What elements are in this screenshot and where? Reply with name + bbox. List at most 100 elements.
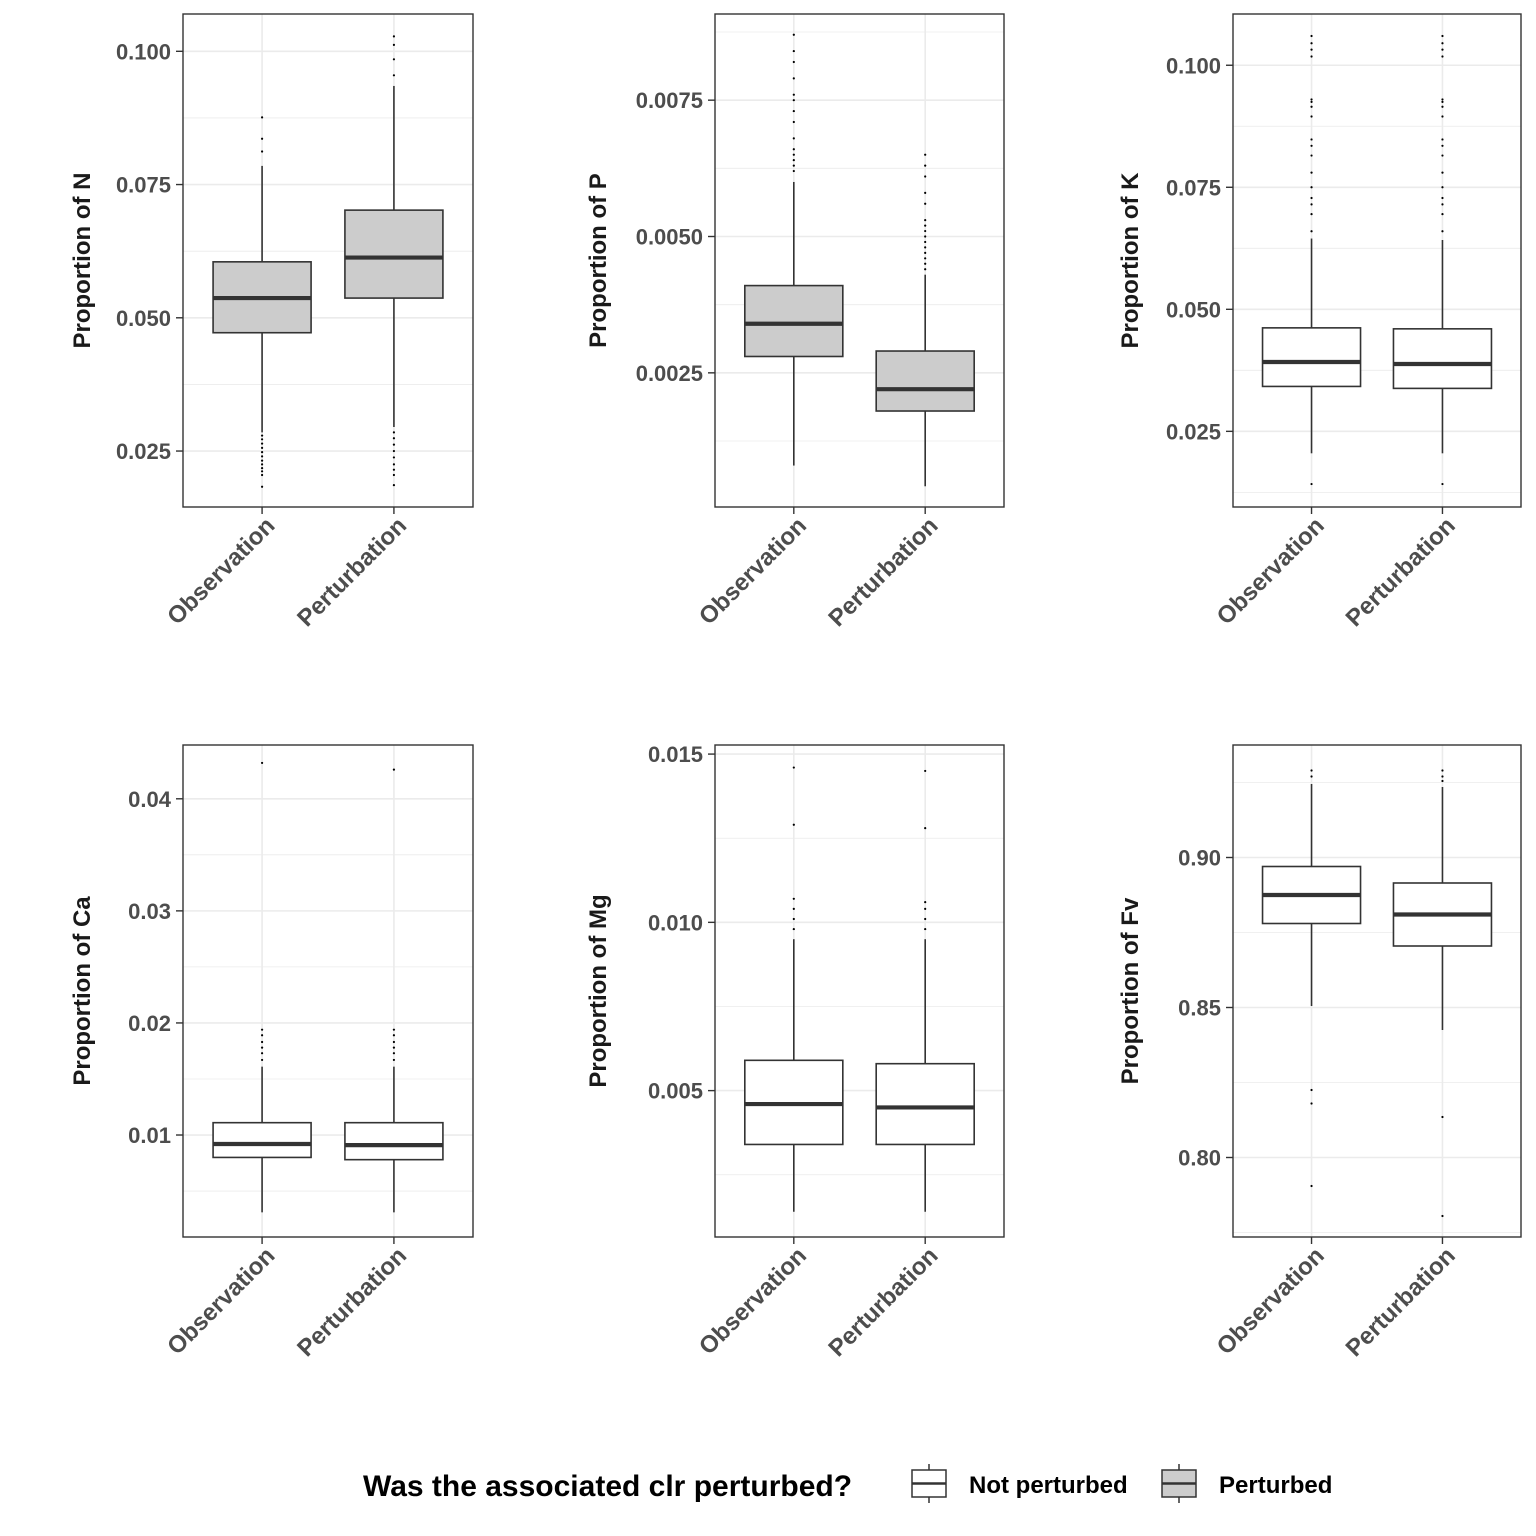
outlier-point (260, 1058, 264, 1062)
outlier-point (924, 202, 927, 205)
outlier-point (1441, 55, 1444, 58)
outlier-point (1441, 105, 1444, 108)
outlier-point (792, 137, 795, 140)
outlier-point (1441, 34, 1444, 38)
outlier-point (792, 77, 795, 80)
panel-4: 0.01 0.02 0.03 0.04 Observation Perturbation P… (69, 744, 474, 1362)
y-tick-label: 0.100 (116, 39, 171, 64)
outlier-point (260, 470, 264, 473)
outlier-point (392, 473, 396, 477)
outlier-point (392, 768, 396, 771)
outlier-point (260, 473, 264, 477)
box-iqr (344, 1121, 444, 1161)
outlier-point (792, 766, 795, 769)
outlier-point (392, 443, 396, 446)
outlier-point (392, 431, 396, 434)
y-tick-label: 0.01 (128, 1123, 171, 1148)
x-tick-label-perturbation: Perturbation (1341, 1242, 1461, 1362)
panel-border (714, 744, 1005, 1238)
outlier-point (1310, 144, 1313, 147)
outlier-point (392, 463, 396, 466)
legend-label-perturbed: Perturbed (1219, 1472, 1332, 1499)
outlier-point (1310, 115, 1313, 118)
panel-5: 0.005 0.010 0.015 Observation Perturbation Pr… (585, 742, 1005, 1362)
box-observation (212, 116, 312, 488)
panel-3: 0.025 0.050 0.075 0.100 Observation Perturbat… (1117, 13, 1522, 632)
outlier-point (392, 58, 396, 61)
outlier-point (792, 120, 795, 124)
box-iqr (212, 1121, 312, 1159)
outlier-point (792, 164, 795, 167)
outlier-point (392, 437, 396, 440)
y-axis-label: Proportion of K (1117, 172, 1144, 349)
panel-background (715, 745, 1004, 1237)
outlier-point (924, 927, 927, 931)
y-axis-label: Proportion of P (585, 173, 612, 348)
outlier-point (260, 1040, 264, 1044)
x-tick-label-perturbation: Perturbation (823, 512, 943, 632)
box-observation (1261, 769, 1362, 1188)
panel-background (183, 745, 473, 1237)
outlier-point (792, 148, 795, 151)
outlier-point (924, 153, 927, 156)
y-tick-label: 0.0050 (636, 225, 703, 250)
outlier-point (924, 164, 927, 167)
outlier-point (260, 438, 264, 441)
box-observation (1261, 34, 1362, 486)
panel-border (1232, 744, 1522, 1238)
legend-label-not-perturbed: Not perturbed (969, 1472, 1128, 1499)
outlier-point (1310, 196, 1313, 200)
outlier-point (1441, 100, 1444, 103)
x-tick-label-perturbation: Perturbation (292, 1242, 412, 1362)
outlier-point (260, 463, 264, 466)
box-observation (744, 33, 844, 466)
outlier-point (924, 917, 927, 921)
outlier-point (1310, 1088, 1313, 1092)
outlier-point (1441, 203, 1444, 206)
panel-border (714, 13, 1005, 508)
outlier-point (1310, 186, 1313, 189)
y-axis-label: Proportion of Ca (69, 896, 96, 1086)
outlier-point (1310, 203, 1313, 206)
outlier-point (792, 159, 795, 162)
outlier-point (924, 175, 927, 178)
outlier-point (924, 224, 927, 227)
outlier-point (1441, 48, 1444, 51)
outlier-point (260, 455, 264, 458)
outlier-point (1441, 171, 1444, 174)
outlier-point (260, 137, 264, 140)
outlier-point (260, 1034, 264, 1037)
outlier-point (1310, 213, 1313, 216)
outlier-point (1310, 769, 1313, 772)
outlier-point (792, 907, 795, 910)
x-tick-label-observation: Observation (1212, 512, 1330, 630)
box-perturbation (344, 768, 444, 1213)
outlier-point (924, 257, 927, 260)
y-tick-label: 0.050 (1166, 297, 1221, 322)
outlier-point (1441, 138, 1444, 141)
outlier-point (924, 907, 927, 910)
outlier-point (1310, 138, 1313, 141)
outlier-point (1441, 482, 1444, 486)
box-observation (744, 766, 844, 1212)
outlier-point (1310, 105, 1313, 108)
panel-6: 0.80 0.85 0.90 Observation Perturbation Propo… (1117, 744, 1522, 1362)
outlier-point (260, 434, 264, 437)
box-iqr (1261, 327, 1362, 388)
outlier-point (924, 268, 927, 271)
outlier-point (1441, 186, 1444, 189)
y-tick-label: 0.80 (1178, 1146, 1221, 1171)
outlier-point (792, 917, 795, 921)
x-tick-label-observation: Observation (1212, 1242, 1330, 1360)
y-axis-label: Proportion of N (69, 173, 96, 349)
outlier-point (260, 1028, 264, 1031)
y-tick-label: 0.025 (1166, 419, 1221, 444)
y-tick-label: 0.0025 (636, 361, 703, 386)
outlier-point (924, 235, 927, 238)
y-tick-label: 0.075 (116, 173, 171, 198)
outlier-point (260, 116, 264, 119)
outlier-point (1310, 482, 1313, 486)
outlier-point (792, 33, 795, 36)
